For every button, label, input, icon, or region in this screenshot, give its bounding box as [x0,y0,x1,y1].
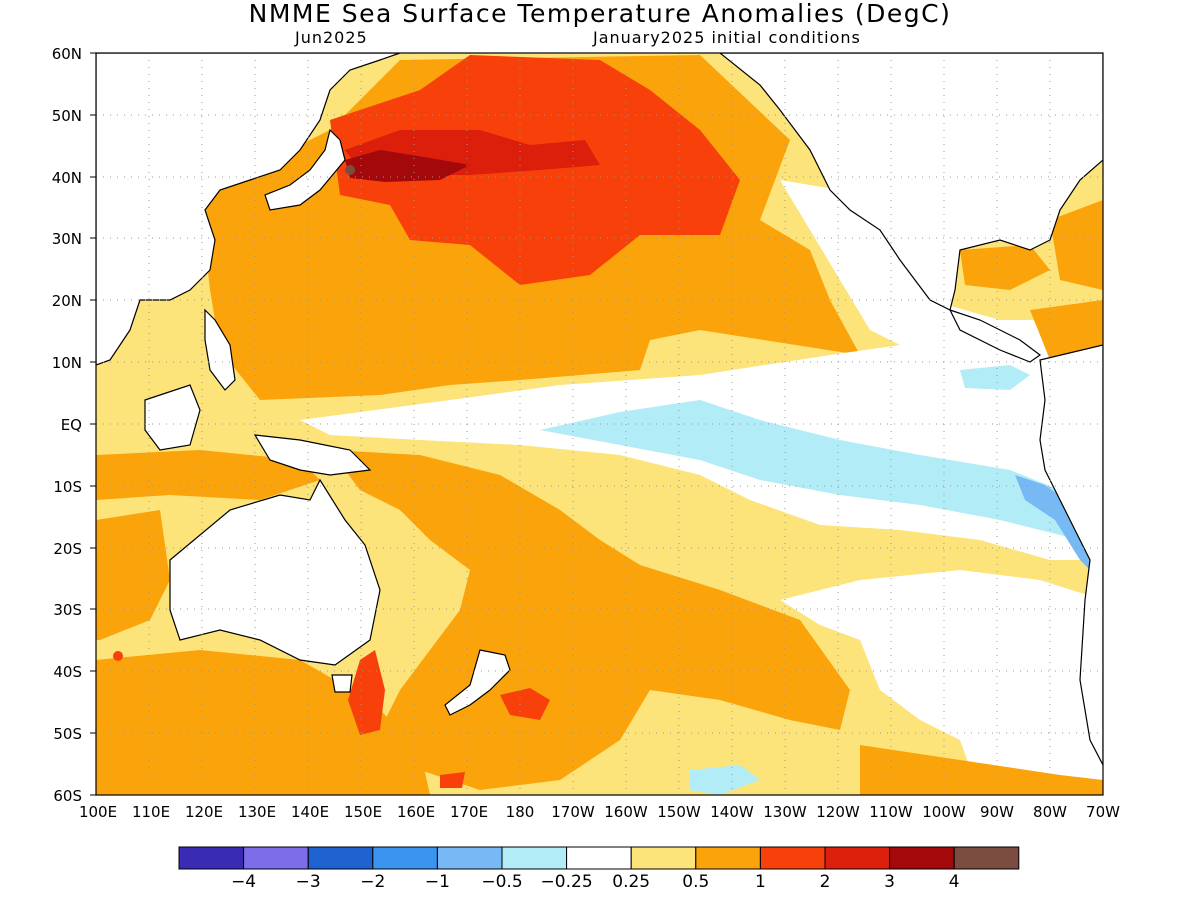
colorbar-tick-label: −3 [295,872,321,892]
lat-label-60n: 60N [51,45,82,63]
lon-label-160e: 160E [396,803,436,821]
lat-label-10n: 10N [51,354,82,372]
lon-label-110w: 110W [869,803,913,821]
colorbar-swatch [243,846,309,870]
lon-label-170e: 170E [449,803,489,821]
landmass-philippines [204,308,236,391]
lon-label-170w: 170W [551,803,595,821]
colorbar-swatch [759,846,826,870]
anomaly-spot-red [113,651,123,661]
landmass-australia [169,478,381,666]
lon-label-120e: 120E [184,803,224,821]
colorbar-swatch [889,846,955,870]
anomaly-region-gulf-orange [960,245,1050,290]
lat-label-60s: 60S [53,787,82,805]
anomaly-region-tasman-red [348,650,385,735]
anomaly-region-south-orange [96,650,430,795]
longitude-gridlines [148,53,1051,795]
colorbar-swatch [630,846,697,870]
colorbar-tick-label: −2 [360,872,386,892]
lon-label-180: 180 [505,803,535,821]
colorbar-swatch [436,846,503,870]
landmass-japan [264,128,346,211]
landmass-borneo [144,384,201,451]
lon-label-70w: 70W [1086,803,1120,821]
colorbar-tick-label: 3 [884,872,896,892]
lon-label-110e: 110E [131,803,171,821]
anomaly-region-coastal-blue [1015,475,1098,575]
colorbar-tick-label: 0.25 [612,872,651,892]
colorbar-swatch [501,846,568,870]
lat-label-10s: 10S [53,478,82,496]
lon-label-160w: 160W [604,803,648,821]
anomaly-spot-brown [345,165,355,175]
lon-label-130w: 130W [763,803,807,821]
colorbar-tick-label: 0.5 [682,872,710,892]
lon-label-130e: 130E [237,803,277,821]
colorbar-tick-label: −4 [231,872,257,892]
lat-label-30n: 30N [51,230,82,248]
colorbar-swatch [566,846,632,870]
lon-label-150w: 150W [657,803,701,821]
lat-label-50s: 50S [53,725,82,743]
anomaly-region-maritime-orange [96,450,320,500]
lon-label-100w: 100W [922,803,966,821]
anomaly-region-atlantic-orange-2 [1030,300,1103,360]
anomaly-region-cold-tongue [540,400,1090,540]
anomaly-region-east-coast-neutral [780,180,1103,360]
landmass-new-zealand [444,649,511,716]
lat-label-50n: 50N [51,107,82,125]
lon-label-140e: 140E [290,803,330,821]
colorbar-tick-label: 2 [819,872,831,892]
map-title: NMME Sea Surface Temperature Anomalies (… [248,0,952,28]
anomaly-region-sw-orange [96,510,170,640]
landmass-south-america [1039,344,1103,766]
lon-label-100e: 100E [78,803,118,821]
lat-label-eq: EQ [60,416,82,434]
landmass-north-america [719,53,1103,311]
colorbar-tick-label: −1 [424,872,450,892]
colorbar-swatch [178,846,245,870]
lon-label-120w: 120W [816,803,860,821]
anomaly-region-atlantic-orange [1050,200,1103,290]
anomaly-region-nz-red [500,688,550,720]
landmass-central-america [948,308,1042,363]
anomaly-region-n-pacific-maroon [345,150,470,182]
colorbar-tick-label: −0.25 [540,872,593,892]
lon-label-80w: 80W [1033,803,1067,821]
colorbar [178,846,1020,870]
anomaly-region-s-red [440,772,465,788]
colorbar-swatch [372,846,438,870]
anomaly-region-n-blue [960,365,1030,390]
lon-label-90w: 90W [980,803,1014,821]
colorbar-swatch [953,846,1020,870]
lat-ticks [90,52,96,796]
landmass-asia [96,53,401,366]
colorbar-tick-label: 1 [754,872,766,892]
lon-label-140w: 140W [710,803,754,821]
initial-conditions: January2025 initial conditions [593,28,861,47]
lat-label-20s: 20S [53,540,82,558]
anomaly-region-s-blue [690,765,760,795]
lon-label-150e: 150E [343,803,383,821]
lat-label-40n: 40N [51,169,82,187]
colorbar-tick-label: 4 [948,872,960,892]
anomaly-region-eastern-neutral [780,570,1103,795]
landmass-tasmania [331,674,353,693]
lat-label-30s: 30S [53,601,82,619]
anomaly-region-far-south-orange [860,745,1103,795]
lat-label-20n: 20N [51,292,82,310]
landmass-new-guinea [253,434,372,476]
lat-label-40s: 40S [53,663,82,681]
colorbar-tick-label: −0.5 [481,872,523,892]
colorbar-swatch [307,846,374,870]
colorbar-swatch [695,846,761,870]
forecast-month: Jun2025 [295,28,368,47]
colorbar-swatch [824,846,891,870]
